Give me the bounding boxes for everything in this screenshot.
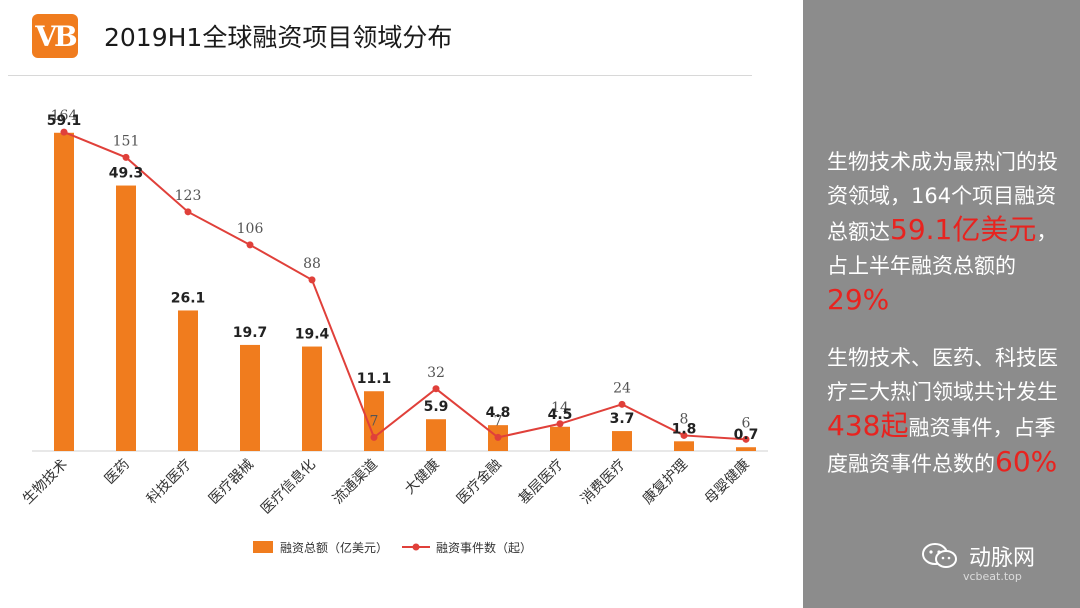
category-tick-label: 大健康 (401, 456, 443, 498)
bar (302, 346, 322, 451)
line-data-label: 6 (742, 415, 751, 431)
highlight-count: 438起 (827, 409, 909, 442)
page-title: 2019H1全球融资项目领域分布 (104, 23, 453, 52)
line-point (184, 208, 192, 216)
bar (612, 431, 632, 451)
title-divider (8, 75, 752, 76)
bar-data-label: 4.8 (486, 405, 511, 421)
bar (178, 310, 198, 451)
line-data-label: 106 (237, 221, 264, 237)
legend-bar-swatch (253, 541, 273, 553)
line-data-label: 164 (51, 108, 78, 124)
highlight-percent: 29% (827, 283, 890, 316)
brand: 动脉网 vcbeat.top (921, 540, 1036, 583)
bar (240, 344, 260, 451)
line-data-label: 123 (175, 188, 202, 204)
bar-data-label: 19.4 (295, 327, 330, 343)
line-point (618, 400, 626, 408)
bar-data-label: 59.1 (47, 113, 82, 129)
category-tick-label: 基层医疗 (515, 456, 567, 508)
bar-data-label: 0.7 (734, 427, 759, 443)
summary-panel: 生物技术成为最热门的投资领域，164个项目融资总额达59.1亿美元，占上半年融资… (803, 0, 1080, 608)
line-data-label: 7 (494, 413, 503, 429)
line-data-label: 7 (370, 413, 379, 429)
line-point (370, 433, 378, 441)
line-point (680, 431, 688, 439)
category-tick-label: 医药 (102, 457, 133, 488)
category-tick-label: 医疗金融 (454, 457, 505, 508)
line-data-label: 151 (113, 133, 140, 149)
bar-data-label: 19.7 (233, 325, 268, 341)
line-point (308, 276, 316, 284)
category-tick-label: 科技医疗 (144, 457, 195, 508)
category-tick-label: 流通渠道 (330, 457, 381, 508)
bar (364, 391, 384, 451)
brand-url: vcbeat.top (963, 570, 1022, 583)
wechat-icon (922, 543, 957, 568)
category-tick-label: 医疗器械 (206, 457, 257, 508)
summary-paragraph-2: 生物技术、医药、科技医疗三大热门领域共计发生438起融资事件，占季度融资事件总数… (827, 346, 1058, 478)
line-series (63, 131, 747, 441)
line-point (494, 433, 502, 441)
category-tick-label: 消费医疗 (578, 457, 629, 508)
bar (426, 419, 446, 451)
line-data-label: 8 (680, 411, 689, 427)
highlight-amount: 59.1亿美元 (890, 213, 1037, 246)
line-point (122, 153, 130, 161)
highlight-share: 60% (995, 445, 1058, 478)
brand-name: 动脉网 (969, 546, 1036, 571)
bar-data-label: 11.1 (357, 371, 392, 387)
line-point (432, 385, 440, 393)
bar-data-label: 49.3 (109, 166, 144, 182)
vb-logo: VB (32, 14, 78, 58)
line-point (556, 420, 564, 428)
category-tick-label: 医疗信息化 (257, 456, 319, 518)
chart: 164 151 123 106 88 7 32 7 14 24 8 6 59.1 49.3 26.1 19.7… (20, 108, 768, 555)
bar-data-label: 26.1 (171, 290, 206, 306)
bar (674, 441, 694, 451)
line-point (60, 128, 68, 136)
bar (54, 132, 74, 451)
bar (116, 185, 136, 452)
legend-bar-label: 融资总额（亿美元） (280, 540, 388, 555)
category-tick-label: 生物技术 (20, 457, 71, 508)
line-point (246, 241, 254, 249)
line-data-label: 32 (427, 365, 445, 381)
bar-data-label: 5.9 (424, 399, 449, 415)
line-data-label: 88 (303, 256, 321, 272)
line-data-label: 14 (551, 400, 569, 416)
bar (550, 426, 570, 451)
category-tick-label: 母婴健康 (701, 456, 753, 508)
bar-data-label: 1.8 (672, 421, 697, 437)
category-tick-label: 康复护理 (639, 456, 691, 508)
bar-data-label: 4.5 (548, 407, 573, 423)
bar (736, 447, 756, 451)
legend-line-marker (412, 543, 420, 551)
line-point (742, 435, 750, 443)
bar-data-label: 3.7 (610, 411, 635, 427)
line-data-label: 24 (613, 380, 631, 396)
legend-line-label: 融资事件数（起） (436, 540, 532, 555)
summary-paragraph-1: 生物技术成为最热门的投资领域，164个项目融资总额达59.1亿美元，占上半年融资… (827, 150, 1058, 316)
